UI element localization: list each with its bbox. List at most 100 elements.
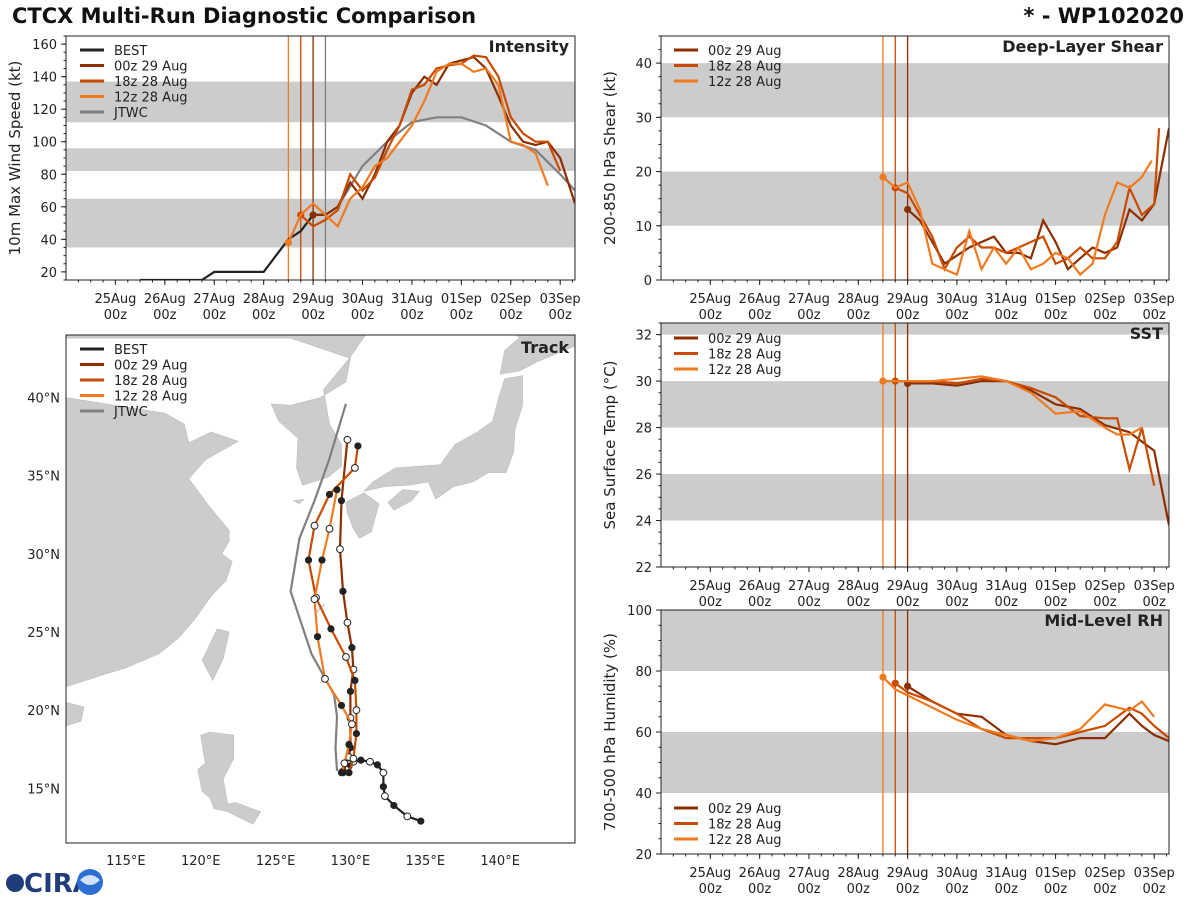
cira-logo: CIRA [6,869,103,899]
x-tick-label-hour: 00z [896,308,920,323]
panel-title-sst: SST [1130,324,1163,343]
track-point-open [351,463,359,472]
track-point-open [343,618,352,627]
x-tick-label-date: 30Aug [936,292,978,307]
lat-label: 30°N [27,548,60,563]
x-tick-label-date: 03Sep [540,292,581,307]
legend-label-run12: 12z 28 Aug [708,75,782,90]
lat-label: 40°N [27,392,60,407]
y-tick-label: 100 [627,604,652,619]
x-tick-label-hour: 00z [153,308,177,323]
track-point-open [349,754,358,763]
x-tick-label-date: 27Aug [788,292,830,307]
legend-label-run12: 12z 28 Aug [708,833,782,848]
x-tick-label-date: 26Aug [144,292,186,307]
series-line-jtwc [324,116,575,216]
x-tick-label-hour: 00z [1143,595,1167,610]
track-point-open [352,706,361,715]
plots-layer: 2040608010012014016025Aug00z26Aug00z27Au… [6,35,1175,897]
track-point-best [379,783,387,791]
map-area [66,335,575,843]
track-point-best-open [366,757,374,766]
track-point-filled [313,633,322,641]
x-tick-label-hour: 00z [797,308,821,323]
y-tick-label: 100 [32,136,57,151]
track-point-filled [337,701,346,710]
panel-title-track: Track [521,338,569,357]
shading-band [661,610,1169,671]
lat-label: 20°N [27,704,60,719]
land-taiwan [201,628,230,682]
storm-id: * - WP102020 [1023,4,1184,28]
series-line-best [140,213,326,280]
y-tick-label: 40 [40,233,57,248]
track-point-best [417,817,425,825]
x-tick-label-hour: 00z [995,595,1019,610]
x-tick-label-hour: 00z [748,308,772,323]
track-point-filled [327,625,335,633]
panel-intensity: 2040608010012014016025Aug00z26Aug00z27Au… [6,35,581,323]
track-point-open [321,674,329,683]
series-line-run00 [313,55,575,216]
init-point-run00 [309,211,317,219]
y-axis-label-sst: Sea Surface Temp (°C) [601,360,619,529]
land-ryukyu-okinawa [314,603,326,616]
track-point-open [325,524,334,533]
x-tick-label-date: 25Aug [94,292,136,307]
x-tick-label-date: 31Aug [985,292,1027,307]
x-tick-label-hour: 00z [896,595,920,610]
legend-label-run12: 12z 28 Aug [114,390,188,405]
track-point-filled [354,442,362,450]
x-tick-label-date: 30Aug [936,866,978,881]
x-tick-label-hour: 00z [847,308,871,323]
x-tick-label-hour: 00z [995,882,1019,897]
land-china-coast [66,397,239,688]
legend-label-run12: 12z 28 Aug [708,363,782,378]
x-tick-label-hour: 00z [400,308,424,323]
y-tick-label: 20 [635,848,652,863]
y-tick-label: 80 [40,168,57,183]
lon-label: 120°E [181,854,221,869]
track-point-open [310,521,319,530]
land-japan-shikoku [387,489,420,511]
legend-label-run18: 18z 28 Aug [114,374,188,389]
legend-label-run00: 00z 29 Aug [708,802,782,817]
logo-swirl-highlight [80,875,100,885]
x-tick-label-date: 27Aug [193,292,235,307]
y-tick-label: 60 [40,201,57,216]
x-tick-label-date: 29Aug [292,292,334,307]
init-point-run12 [879,673,887,681]
x-tick-label-date: 29Aug [887,866,929,881]
y-tick-label: 160 [32,38,57,53]
x-tick-label-hour: 00z [748,595,772,610]
axes-frame [65,334,576,844]
x-tick-label-hour: 00z [548,308,572,323]
y-tick-label: 20 [635,166,652,181]
x-tick-label-hour: 00z [1044,308,1068,323]
init-point-run12 [879,377,887,385]
track-point-filled [337,769,346,777]
x-tick-label-hour: 00z [450,308,474,323]
x-tick-label-date: 25Aug [689,866,731,881]
lon-label: 130°E [331,854,371,869]
land-japan-honshu [362,375,523,500]
axes-frame [660,322,1170,568]
x-tick-label-hour: 00z [797,595,821,610]
x-tick-label-date: 26Aug [739,579,781,594]
x-tick-label-date: 29Aug [887,292,929,307]
series-line-run12 [882,375,1143,436]
x-tick-label-hour: 00z [203,308,227,323]
track-point-filled [345,740,353,749]
track-point-best [357,756,365,764]
x-tick-label-date: 27Aug [788,866,830,881]
land-sakhalin-edge [514,335,531,342]
track-point-open [336,545,344,554]
plot-area-intensity [66,36,575,280]
init-point-run12 [284,238,292,247]
y-tick-label: 10 [635,220,652,235]
track-point-best-open [380,792,389,801]
x-tick-label-date: 02Sep [1084,579,1125,594]
x-tick-label-hour: 00z [104,308,128,323]
x-tick-label-hour: 00z [995,308,1019,323]
x-tick-label-hour: 00z [896,882,920,897]
